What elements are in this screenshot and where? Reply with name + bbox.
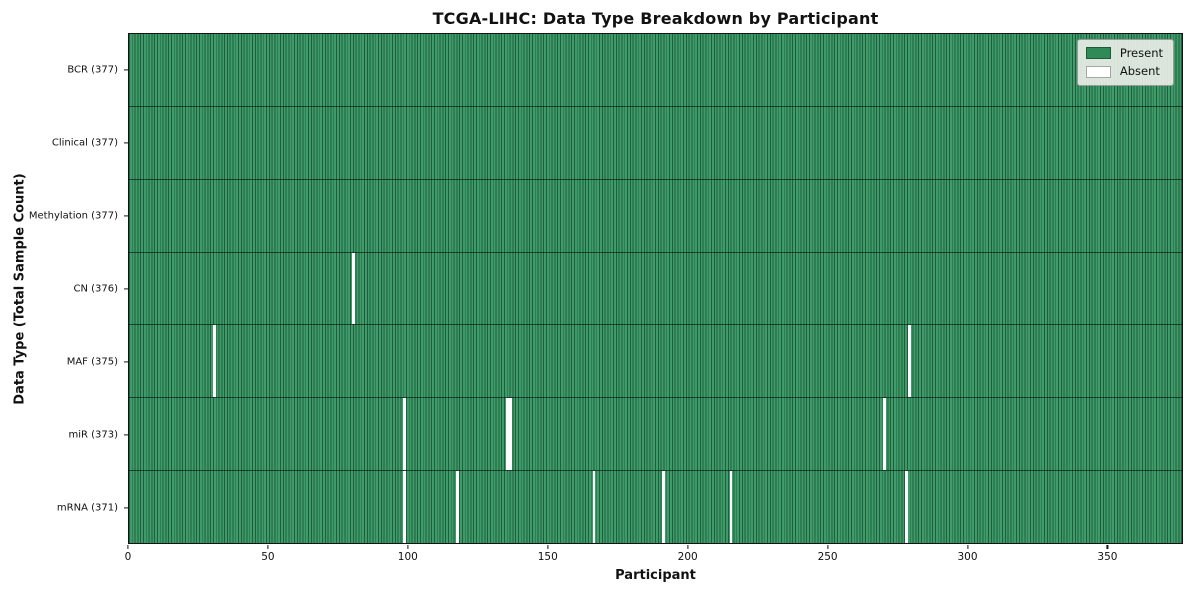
xtick-mark-100 [407,544,409,549]
plot-area: Present Absent [128,33,1183,544]
xtick-label-0: 0 [124,551,132,563]
xtick-label-100: 100 [397,551,418,563]
legend-item-absent: Absent [1085,64,1163,79]
legend-label-present: Present [1119,46,1163,60]
absent-mark-mRNA-98 [402,471,406,544]
absent-mark-mRNA-278 [905,471,909,544]
absent-mark-mRNA-117 [455,471,459,544]
xtick-label-350: 350 [1097,551,1118,563]
row-Methylation [129,180,1182,253]
xtick-mark-150 [547,544,549,549]
xtick-mark-300 [966,544,969,549]
absent-mark-miR-98 [402,398,406,471]
x-axis: 0 50 100 150 200 250 300 350 [124,544,1183,568]
ytick-label-miR: miR (373) [68,429,118,440]
absent-mark-mRNA-215 [729,471,733,544]
y-axis: BCR (377) Clinical (377) Methylation (377)… [0,33,128,544]
legend-item-present: Present [1085,46,1163,60]
xtick-label-200: 200 [677,551,698,563]
ytick-label-CN: CN (376) [73,283,118,294]
absent-mark-miR-135 [506,398,509,471]
xtick-mark-50 [267,544,269,549]
row-BCR [129,34,1182,107]
ytick-label-Methylation: Methylation (377) [28,210,118,221]
xtick-label-150: 150 [537,551,558,563]
xtick-mark-0 [127,544,129,549]
xtick-mark-200 [687,544,689,549]
ytick-mark-BCR [124,68,128,71]
ytick-label-BCR: BCR (377) [67,64,118,75]
ytick-label-MAF: MAF (375) [66,356,118,367]
legend-swatch-absent-icon [1085,65,1111,78]
absent-mark-CN-80 [352,252,356,325]
legend-label-absent: Absent [1119,64,1160,79]
xtick-label-250: 250 [817,551,838,563]
xtick-label-300: 300 [957,551,978,563]
row-Clinical [129,107,1182,180]
ytick-mark-Clinical [124,141,128,144]
absent-mark-miR-136 [508,398,512,471]
ytick-label-mRNA: mRNA (371) [56,502,118,513]
absent-mark-mRNA-166 [592,471,596,544]
ytick-label-Clinical: Clinical (377) [51,137,118,148]
ytick-mark-MAF [124,360,128,363]
row-CN [129,252,1182,326]
legend-swatch-present-icon [1085,47,1111,60]
ytick-mark-CN [124,287,128,290]
row-MAF [129,325,1182,399]
xtick-label-50: 50 [261,551,275,563]
row-mRNA [129,471,1182,544]
rows-container [129,34,1182,544]
absent-mark-miR-270 [883,398,886,471]
xtick-mark-350 [1106,544,1109,549]
ytick-mark-mRNA [124,506,128,509]
row-miR [129,398,1182,472]
absent-mark-MAF-279 [908,325,912,398]
legend: Present Absent [1076,39,1174,86]
absent-mark-mRNA-191 [662,471,666,544]
x-axis-label: Participant [615,568,696,583]
chart-title: TCGA-LIHC: Data Type Breakdown by Partic… [432,9,879,28]
absent-mark-MAF-30 [212,325,216,398]
ytick-mark-Methylation [124,214,128,217]
xtick-mark-250 [827,544,829,549]
ytick-mark-miR [124,433,128,436]
